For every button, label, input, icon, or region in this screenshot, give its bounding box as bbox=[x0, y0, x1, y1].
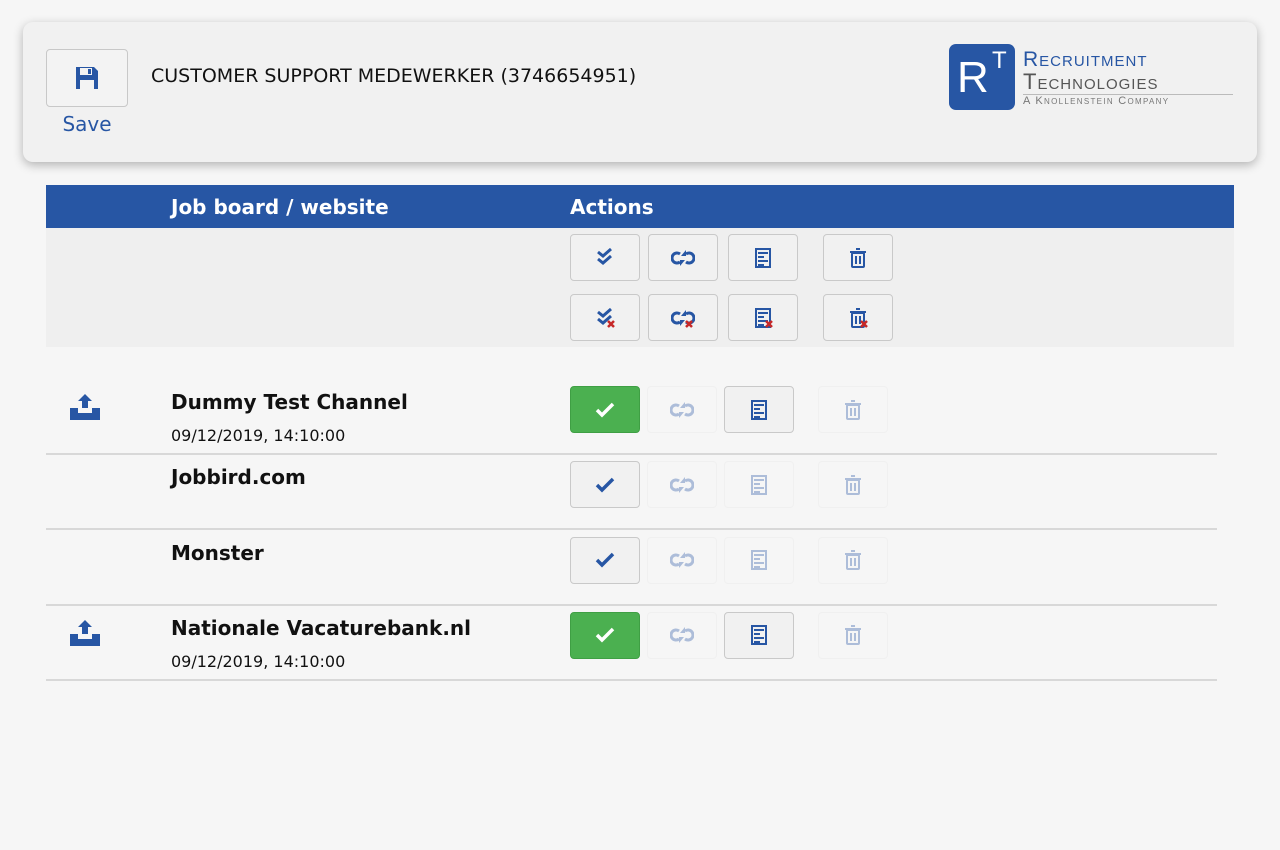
table-row: Monster bbox=[46, 531, 1217, 606]
republish-button bbox=[647, 461, 717, 509]
republish-button bbox=[647, 536, 717, 584]
refresh-icon bbox=[670, 401, 694, 418]
republish-all-button[interactable] bbox=[648, 234, 718, 281]
column-header-board: Job board / website bbox=[171, 195, 389, 219]
trash-icon bbox=[850, 247, 866, 268]
edit-button[interactable] bbox=[724, 386, 794, 433]
form-icon bbox=[751, 625, 767, 646]
edit-button bbox=[724, 536, 794, 584]
refresh-icon bbox=[670, 476, 694, 493]
published-upload-icon bbox=[68, 618, 102, 652]
save-button[interactable] bbox=[46, 49, 128, 107]
bulk-actions bbox=[46, 228, 1234, 347]
delete-all-button[interactable] bbox=[823, 234, 893, 281]
refresh-remove-icon bbox=[671, 309, 695, 328]
board-name: Nationale Vacaturebank.nl bbox=[171, 615, 472, 640]
trash-icon bbox=[845, 550, 861, 571]
republish-button bbox=[647, 611, 717, 659]
board-name: Monster bbox=[171, 540, 264, 565]
delete-button bbox=[818, 461, 888, 509]
double-check-remove-icon bbox=[597, 307, 615, 328]
published-upload-icon bbox=[68, 392, 102, 426]
table-row: Dummy Test Channel 09/12/2019, 14:10:00 bbox=[46, 380, 1217, 455]
publish-button[interactable] bbox=[570, 461, 640, 509]
floppy-disk-icon bbox=[76, 67, 98, 89]
board-name: Jobbird.com bbox=[171, 465, 306, 490]
unselect-publish-all-button[interactable] bbox=[570, 294, 640, 341]
check-icon bbox=[595, 477, 615, 493]
unselect-delete-all-button[interactable] bbox=[823, 294, 893, 341]
delete-button bbox=[818, 386, 888, 433]
save-label[interactable]: Save bbox=[62, 112, 112, 136]
check-icon bbox=[595, 402, 615, 417]
table-row: Nationale Vacaturebank.nl 09/12/2019, 14:… bbox=[46, 606, 1217, 681]
form-icon bbox=[751, 550, 767, 571]
trash-icon bbox=[845, 625, 861, 646]
trash-icon bbox=[845, 399, 861, 420]
check-icon bbox=[595, 628, 615, 643]
edit-button bbox=[724, 461, 794, 509]
edit-button[interactable] bbox=[724, 611, 794, 659]
delete-button bbox=[818, 611, 888, 659]
table-row: Jobbird.com bbox=[46, 455, 1217, 531]
double-check-icon bbox=[597, 247, 612, 265]
publish-button[interactable] bbox=[570, 386, 640, 433]
refresh-icon bbox=[670, 552, 694, 569]
unselect-edit-all-button[interactable] bbox=[728, 294, 798, 341]
form-remove-icon bbox=[755, 307, 773, 328]
refresh-icon bbox=[671, 249, 695, 266]
trash-remove-icon bbox=[850, 307, 868, 328]
table-header: Job board / website Actions bbox=[46, 185, 1234, 228]
header-card: Save CUSTOMER SUPPORT MEDEWERKER (374665… bbox=[23, 22, 1257, 162]
trash-icon bbox=[845, 474, 861, 495]
republish-button bbox=[647, 386, 717, 433]
board-name: Dummy Test Channel bbox=[171, 390, 408, 414]
edit-all-button[interactable] bbox=[728, 234, 798, 281]
check-icon bbox=[595, 552, 615, 568]
publish-date: 09/12/2019, 14:10:00 bbox=[171, 426, 346, 445]
form-icon bbox=[755, 247, 771, 268]
publish-button[interactable] bbox=[570, 611, 640, 659]
refresh-icon bbox=[670, 627, 694, 644]
delete-button bbox=[818, 536, 888, 584]
form-icon bbox=[751, 474, 767, 495]
page-title: CUSTOMER SUPPORT MEDEWERKER (3746654951) bbox=[151, 65, 637, 87]
unselect-republish-all-button[interactable] bbox=[648, 294, 718, 341]
column-header-actions: Actions bbox=[570, 195, 654, 219]
form-icon bbox=[751, 399, 767, 420]
publish-date: 09/12/2019, 14:10:00 bbox=[171, 651, 346, 671]
publish-button[interactable] bbox=[570, 536, 640, 584]
publish-all-button[interactable] bbox=[570, 234, 640, 281]
